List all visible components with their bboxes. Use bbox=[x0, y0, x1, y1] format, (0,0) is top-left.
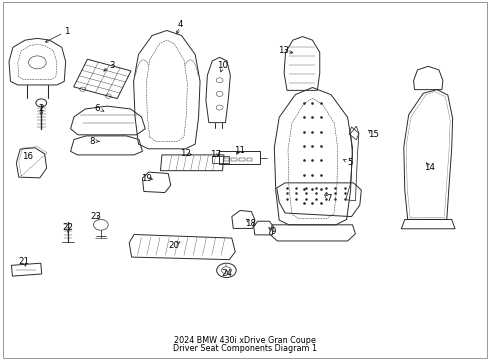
Bar bbox=[231, 158, 237, 161]
Text: 19: 19 bbox=[141, 174, 152, 183]
Text: 12: 12 bbox=[180, 149, 191, 158]
Text: 16: 16 bbox=[22, 152, 33, 161]
Text: 1: 1 bbox=[64, 27, 70, 36]
Text: 6: 6 bbox=[95, 104, 100, 113]
Text: 20: 20 bbox=[169, 241, 180, 250]
Text: 23: 23 bbox=[91, 212, 101, 221]
Bar bbox=[247, 158, 252, 161]
Text: 7: 7 bbox=[326, 194, 332, 203]
Text: 18: 18 bbox=[245, 219, 256, 228]
Text: 10: 10 bbox=[218, 61, 228, 70]
Text: 14: 14 bbox=[424, 163, 435, 172]
Text: 4: 4 bbox=[178, 19, 183, 28]
Text: 9: 9 bbox=[270, 228, 276, 237]
Text: 8: 8 bbox=[90, 137, 95, 146]
Text: 11: 11 bbox=[234, 146, 245, 155]
Bar bbox=[239, 158, 245, 161]
Text: 2024 BMW 430i xDrive Gran Coupe: 2024 BMW 430i xDrive Gran Coupe bbox=[174, 336, 316, 345]
Text: 22: 22 bbox=[63, 223, 74, 232]
Text: 5: 5 bbox=[347, 158, 353, 167]
Text: 24: 24 bbox=[221, 269, 232, 278]
Bar bbox=[223, 158, 229, 161]
Text: 21: 21 bbox=[19, 257, 30, 266]
Text: 3: 3 bbox=[109, 61, 115, 70]
Text: 17: 17 bbox=[210, 150, 221, 159]
Text: 2: 2 bbox=[39, 104, 44, 113]
Text: Driver Seat Components Diagram 1: Driver Seat Components Diagram 1 bbox=[173, 344, 317, 353]
Text: 13: 13 bbox=[278, 46, 289, 55]
Text: 15: 15 bbox=[368, 130, 378, 139]
